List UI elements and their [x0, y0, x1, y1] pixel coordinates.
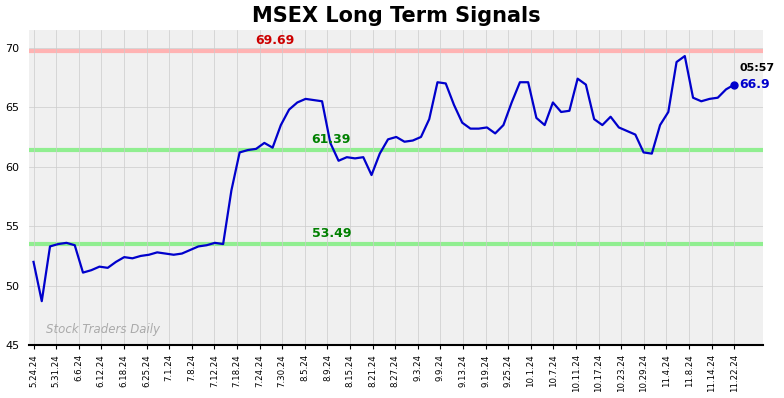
- Title: MSEX Long Term Signals: MSEX Long Term Signals: [252, 6, 541, 25]
- Text: 66.9: 66.9: [739, 78, 770, 91]
- Text: 53.49: 53.49: [311, 227, 351, 240]
- Text: 61.39: 61.39: [311, 133, 351, 146]
- Text: 69.69: 69.69: [255, 34, 294, 47]
- Text: Stock Traders Daily: Stock Traders Daily: [46, 323, 160, 336]
- Text: 05:57: 05:57: [739, 63, 775, 73]
